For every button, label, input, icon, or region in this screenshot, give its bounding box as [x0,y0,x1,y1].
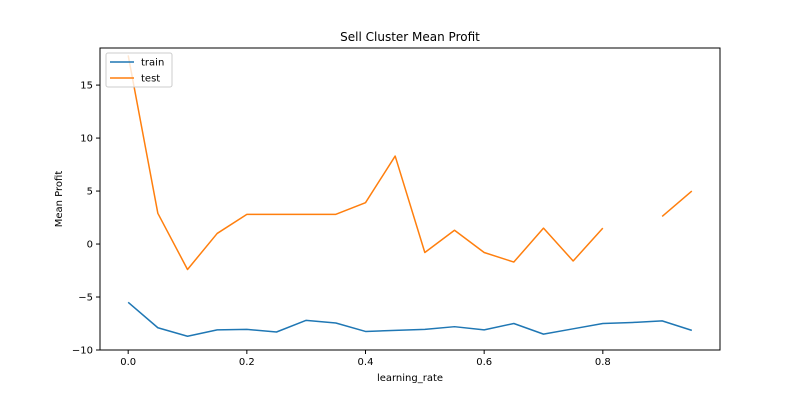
y-tick-label: 5 [87,187,93,198]
series-line-test [127,55,693,271]
x-tick-label: 0.0 [120,357,136,368]
y-axis-label: Mean Profit [54,171,65,228]
y-tick-label: 0 [87,240,93,251]
x-axis-label: learning_rate [377,373,443,384]
plot-area: 0.0 0.2 0.4 0.6 0.8 −10 −5 0 5 10 15 [72,47,721,368]
y-tick-label: 10 [80,134,93,145]
chart-title: Sell Cluster Mean Profit [340,30,480,44]
y-axis: −10 −5 0 5 10 15 [72,81,100,357]
legend-label-train: train [141,58,164,69]
y-tick-label: 15 [80,81,93,92]
x-tick-label: 0.6 [476,357,492,368]
series-lines [127,55,693,337]
x-tick-label: 0.8 [595,357,611,368]
x-tick-label: 0.2 [239,357,255,368]
y-tick-label: −10 [72,346,93,357]
x-tick-label: 0.4 [358,357,374,368]
legend-label-test: test [141,74,160,85]
series-line-train [127,301,693,337]
plot-frame [99,47,721,351]
y-tick-label: −5 [78,293,93,304]
x-axis: 0.0 0.2 0.4 0.6 0.8 [120,350,611,368]
legend: train test [105,52,173,88]
